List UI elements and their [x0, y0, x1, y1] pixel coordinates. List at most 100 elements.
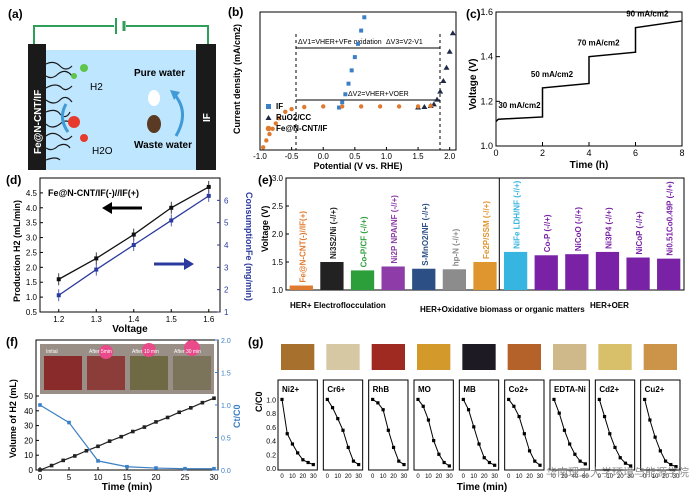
xtick-label-d: 1.6 — [203, 315, 215, 324]
point-f — [125, 464, 129, 469]
subplot-label-g: Cr6+ — [327, 385, 345, 394]
ytick-label-c: 1.4 — [480, 52, 493, 62]
point-g — [432, 438, 436, 443]
point-g — [371, 397, 375, 402]
bar-e — [442, 269, 467, 290]
point-f — [154, 466, 158, 470]
bar-e — [534, 255, 558, 290]
line-g — [417, 399, 450, 467]
panel-a-label: (a) — [8, 7, 23, 21]
point-g — [381, 408, 385, 412]
ylabel-b: Current density (mA/cm2) — [232, 24, 242, 134]
subplot-frame-g — [504, 379, 545, 471]
legend-swatch-b — [266, 104, 271, 109]
point-g — [466, 408, 471, 412]
ytick-label-e: 1.0 — [272, 286, 284, 295]
point-IF — [340, 100, 345, 105]
point-g — [447, 464, 451, 468]
point-g — [336, 417, 340, 421]
subplot-label-g: Ni2+ — [282, 385, 299, 394]
point-g — [386, 428, 390, 432]
point-Fe@N-CNT/IF — [377, 104, 383, 109]
bar-e — [289, 285, 313, 290]
point-Fe@N-CNT/IF — [415, 104, 421, 109]
point-f — [183, 466, 187, 471]
waste-water-label: Waste water — [134, 140, 192, 151]
xtick-label-g: 10 — [334, 474, 341, 480]
ytick-label-d-left: 3.5 — [26, 219, 38, 228]
subplot-frame-g — [413, 379, 454, 471]
ytick-label-d-right: 4 — [224, 241, 229, 250]
xtick-label-d: 1.2 — [53, 315, 65, 324]
ytick-label-f-left: 0 — [29, 466, 34, 475]
xtick-label-g: 0 — [643, 474, 647, 480]
subplot-label-g: Cd2+ — [599, 385, 619, 394]
xtick-label-g: 10 — [516, 474, 523, 480]
point-g — [517, 414, 521, 419]
panel-b-chart: (b) Current density (mA/cm2) Potential (… — [228, 5, 457, 171]
xtick-label-g: 30 — [401, 474, 408, 480]
sample-photo-g — [462, 344, 496, 370]
cycle-arrow-right — [172, 93, 184, 137]
point-g — [477, 442, 481, 446]
ylabel-d-right: ConsumptionFe (mg/min) — [244, 192, 254, 301]
point-g — [578, 459, 582, 463]
legend-swatch-b — [265, 125, 272, 132]
xtick-label-c: 0 — [493, 148, 498, 158]
panel-f-label: (f) — [6, 335, 18, 349]
point-g — [472, 425, 476, 429]
xtick-label-g: 10 — [606, 474, 613, 480]
point-IF — [346, 81, 351, 86]
ytick-label-f-left: 30 — [24, 422, 33, 431]
point-Fe@N-CNT/IF — [267, 131, 272, 137]
panel-b-label: (b) — [228, 5, 243, 19]
ytick-label-c: 1.2 — [480, 96, 493, 106]
point-RuO2/CC — [421, 104, 428, 110]
bar-e — [657, 258, 681, 290]
point-f — [107, 439, 112, 443]
xtick-label-g: 20 — [300, 474, 307, 480]
point-RuO2/CC — [437, 88, 444, 94]
ytick-label-f-left: 10 — [24, 451, 33, 460]
xtick-label-g: 30 — [627, 474, 634, 480]
dv3-label: ΔV3=V2-V1 — [386, 39, 423, 46]
current-label: 50 mA/cm2 — [531, 70, 574, 79]
xtick-label-b: 2.0 — [444, 152, 456, 161]
ytick-label-g: 0.6 — [266, 425, 276, 432]
photo-bottle-1 — [44, 356, 82, 390]
point-g — [493, 463, 497, 467]
bar-label-e: Ni3S2/Ni (-//+) — [329, 207, 338, 259]
ytick-label-f-left: 40 — [24, 407, 33, 416]
point-f — [131, 429, 135, 434]
point-g — [391, 445, 396, 450]
sample-photo-g — [598, 344, 632, 370]
waste-water-drop — [147, 115, 161, 133]
watermark: 华南理工大学环境与能源学院 — [546, 465, 689, 479]
h2o-bubble-1 — [68, 116, 80, 128]
point-g — [648, 418, 652, 422]
point-g — [512, 404, 516, 408]
photo-label-2: After 5min — [89, 349, 112, 355]
sample-photo-g — [553, 344, 587, 370]
title-d: Fe@N-CNT/IF(-)//IF(+) — [48, 188, 139, 198]
point-IF — [359, 28, 364, 33]
photo-bottle-3 — [130, 356, 168, 390]
xtick-label-g: 0 — [280, 474, 284, 480]
line-g — [644, 399, 677, 468]
point-f — [119, 434, 123, 439]
ytick-label-d-right: 1 — [224, 308, 229, 317]
ytick-label-d-right: 6 — [224, 196, 229, 205]
point-g — [653, 435, 657, 439]
point-g — [426, 418, 431, 422]
xtick-label-d: 1.4 — [128, 315, 140, 324]
point-g — [552, 397, 556, 402]
point-Fe@N-CNT/IF — [276, 115, 282, 121]
point-RuO2/CC — [446, 48, 453, 54]
ylabel-f-right: Ct/C0 — [232, 404, 242, 428]
legend-swatch-b — [265, 115, 272, 120]
xtick-label-g: 10 — [652, 474, 659, 480]
xlabel-c: Time (h) — [570, 160, 609, 171]
plot-frame-b — [259, 11, 457, 151]
ytick-label-f-right: 0.5 — [221, 436, 231, 443]
xtick-label-g: 0 — [552, 474, 556, 480]
